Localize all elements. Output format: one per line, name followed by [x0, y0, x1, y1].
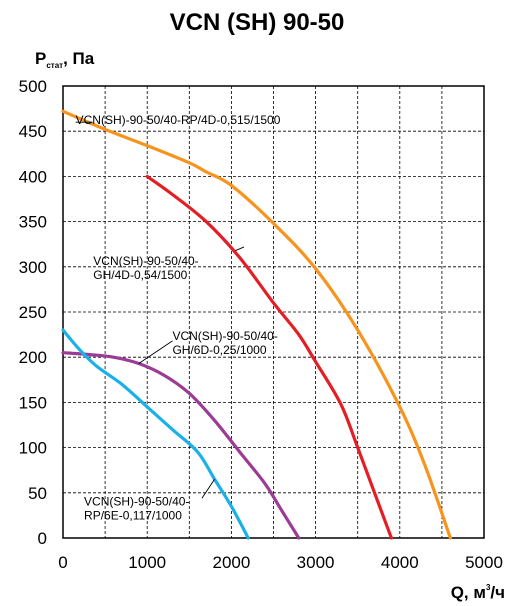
series-line-0	[61, 109, 452, 540]
series-label-1: VCN(SH)-90-50/40-	[93, 254, 198, 268]
x-tick-label: 0	[58, 553, 67, 572]
x-tick-label: 4000	[381, 553, 419, 572]
series-line-1	[145, 174, 393, 540]
x-axis-label-main: Q, м	[451, 583, 486, 602]
chart-title: VCN (SH) 90-50	[170, 9, 345, 36]
series-leader-1	[235, 246, 245, 251]
y-tick-label: 50	[28, 484, 47, 503]
series-label-2: GH/6D-0,25/1000	[172, 343, 266, 357]
series-leader-2	[138, 340, 173, 364]
y-tick-label: 200	[19, 348, 47, 367]
y-axis-label: Pстат, Па	[35, 49, 95, 70]
svg-text:Pстат, Па: Pстат, Па	[35, 49, 95, 70]
grid	[62, 85, 485, 539]
series-line-3	[61, 328, 250, 540]
x-tick-label: 5000	[465, 553, 503, 572]
y-tick-label: 400	[19, 167, 47, 186]
x-tick-label: 3000	[297, 553, 335, 572]
y-tick-label: 350	[19, 213, 47, 232]
series-line-2	[61, 351, 301, 540]
x-axis-label-sup: 3	[486, 583, 491, 592]
x-tick-label: 2000	[212, 553, 250, 572]
series-lines	[61, 109, 452, 540]
y-tick-label: 150	[19, 393, 47, 412]
y-tick-label: 300	[19, 258, 47, 277]
y-tick-label: 450	[19, 122, 47, 141]
plot-frame	[62, 85, 485, 539]
series-label-1: GH/4D-0,54/1500	[93, 268, 187, 282]
series-label-3: VCN(SH)-90-50/40-	[84, 494, 189, 508]
series-label-2: VCN(SH)-90-50/40-	[172, 329, 277, 343]
series-label-0: VCN(SH)-90-50/40-RP/4D-0,515/1500	[76, 113, 281, 127]
y-axis-label-main: P	[35, 49, 46, 68]
x-axis-label-unit: /ч	[490, 583, 505, 602]
x-tick-label: 1000	[128, 553, 166, 572]
series-annotations: VCN(SH)-90-50/40-RP/4D-0,515/1500 VCN(SH)…	[75, 113, 281, 522]
y-tick-label: 250	[19, 303, 47, 322]
y-axis-label-sub: стат	[46, 61, 63, 70]
y-tick-label: 0	[38, 529, 47, 548]
series-label-3: RP/6E-0,117/1000	[84, 508, 182, 522]
svg-text:Q, м3/ч: Q, м3/ч	[451, 583, 505, 602]
series-leader-3	[201, 478, 215, 499]
y-tick-label: 500	[19, 77, 47, 96]
y-axis-label-unit: , Па	[63, 49, 95, 68]
x-axis-label: Q, м3/ч	[451, 583, 505, 602]
y-tick-label: 100	[19, 439, 47, 458]
